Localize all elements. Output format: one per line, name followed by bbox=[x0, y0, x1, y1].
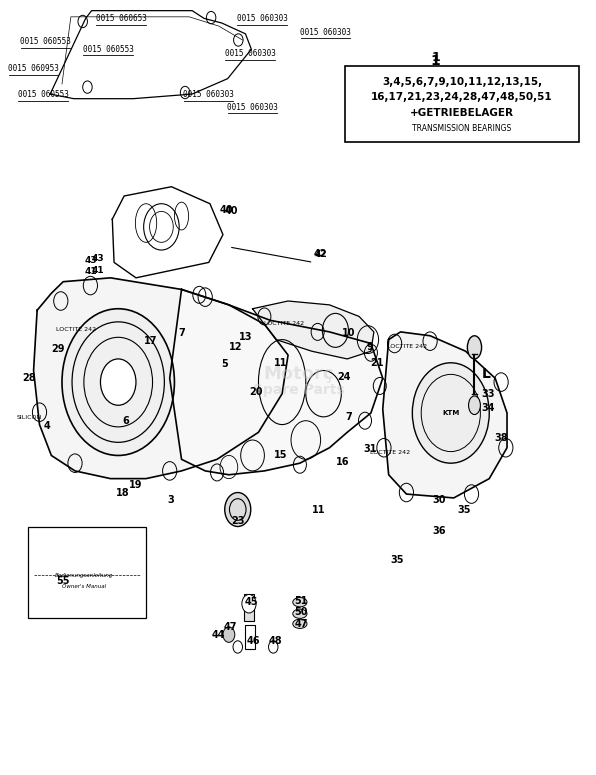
Ellipse shape bbox=[293, 619, 307, 629]
Text: L: L bbox=[482, 367, 491, 381]
Text: 40: 40 bbox=[225, 206, 238, 216]
Text: 31: 31 bbox=[363, 444, 377, 454]
Text: 0015 060553: 0015 060553 bbox=[18, 91, 69, 99]
Polygon shape bbox=[33, 278, 288, 479]
Polygon shape bbox=[383, 332, 507, 498]
Text: KTM: KTM bbox=[442, 410, 460, 416]
Text: 5: 5 bbox=[221, 360, 228, 370]
Text: 11: 11 bbox=[274, 358, 288, 368]
Bar bbox=[27, 526, 146, 618]
Text: 3: 3 bbox=[167, 495, 174, 505]
Circle shape bbox=[101, 359, 136, 405]
Text: 47: 47 bbox=[224, 622, 237, 632]
Text: 10: 10 bbox=[342, 329, 355, 339]
Text: 44: 44 bbox=[212, 629, 225, 639]
Text: 0015 060653: 0015 060653 bbox=[96, 14, 147, 23]
Text: 29: 29 bbox=[52, 344, 65, 354]
Text: 40: 40 bbox=[219, 205, 232, 215]
Bar bbox=[246, 625, 255, 649]
Text: 35: 35 bbox=[391, 555, 404, 565]
Text: Motorç: Motorç bbox=[263, 365, 334, 384]
Text: 55: 55 bbox=[57, 576, 70, 586]
Text: Spare Parts: Spare Parts bbox=[253, 383, 344, 397]
Text: 42: 42 bbox=[315, 250, 328, 259]
Text: 9: 9 bbox=[367, 343, 373, 353]
Text: 30: 30 bbox=[432, 495, 446, 505]
Text: 42: 42 bbox=[314, 249, 327, 259]
Text: 0015 060553: 0015 060553 bbox=[20, 37, 71, 46]
Text: 34: 34 bbox=[482, 402, 495, 412]
Text: LOCTITE 242: LOCTITE 242 bbox=[387, 344, 427, 349]
Polygon shape bbox=[50, 11, 252, 98]
Text: 36: 36 bbox=[432, 526, 446, 536]
Polygon shape bbox=[170, 289, 383, 475]
Text: Bedienungsanleitung: Bedienungsanleitung bbox=[55, 573, 113, 577]
Text: 11: 11 bbox=[312, 505, 325, 515]
Text: 43: 43 bbox=[85, 256, 98, 264]
Text: 19: 19 bbox=[129, 480, 142, 490]
Text: 0015 060303: 0015 060303 bbox=[227, 102, 278, 112]
Text: 46: 46 bbox=[247, 636, 260, 646]
Text: 17: 17 bbox=[144, 336, 157, 346]
Text: 16,17,21,23,24,28,47,48,50,51: 16,17,21,23,24,28,47,48,50,51 bbox=[371, 92, 553, 102]
Text: 0015 060303: 0015 060303 bbox=[237, 14, 287, 23]
Text: TRANSMISSION BEARINGS: TRANSMISSION BEARINGS bbox=[412, 123, 512, 133]
Ellipse shape bbox=[293, 598, 307, 607]
Circle shape bbox=[62, 308, 175, 456]
Text: 38: 38 bbox=[494, 433, 508, 443]
Ellipse shape bbox=[293, 609, 307, 618]
Text: 13: 13 bbox=[238, 332, 252, 343]
Text: 1: 1 bbox=[430, 53, 440, 68]
Text: 51: 51 bbox=[294, 596, 308, 605]
Text: 0015 060303: 0015 060303 bbox=[225, 50, 275, 58]
Text: 0015 060303: 0015 060303 bbox=[184, 91, 234, 99]
Text: SILICON: SILICON bbox=[17, 415, 42, 420]
Text: 33: 33 bbox=[482, 389, 495, 398]
Text: 0015 060553: 0015 060553 bbox=[83, 45, 134, 53]
Text: LOCTITE 242: LOCTITE 242 bbox=[370, 449, 410, 455]
Ellipse shape bbox=[467, 336, 482, 359]
Ellipse shape bbox=[468, 396, 480, 415]
Text: Owner's Manual: Owner's Manual bbox=[62, 584, 106, 589]
Bar bbox=[345, 66, 579, 142]
Text: 6: 6 bbox=[122, 415, 129, 425]
Text: 23: 23 bbox=[231, 516, 244, 526]
Text: 28: 28 bbox=[22, 374, 36, 383]
Text: +GETRIEBELAGER: +GETRIEBELAGER bbox=[410, 109, 514, 119]
Text: 3,4,5,6,7,9,10,11,12,13,15,: 3,4,5,6,7,9,10,11,12,13,15, bbox=[382, 77, 542, 87]
Text: 7: 7 bbox=[178, 329, 185, 339]
Text: 7: 7 bbox=[345, 412, 352, 422]
Text: 0015 060303: 0015 060303 bbox=[300, 28, 351, 36]
Text: 24: 24 bbox=[337, 372, 351, 382]
Text: LOCTITE 242: LOCTITE 242 bbox=[56, 327, 96, 332]
Text: 41: 41 bbox=[91, 266, 104, 274]
Text: 21: 21 bbox=[370, 358, 384, 368]
Text: 1: 1 bbox=[432, 51, 440, 64]
Text: 18: 18 bbox=[116, 487, 129, 498]
Text: 48: 48 bbox=[268, 636, 282, 646]
Text: 45: 45 bbox=[244, 598, 258, 607]
Text: 12: 12 bbox=[229, 343, 243, 353]
Text: 43: 43 bbox=[91, 254, 104, 263]
Text: LOCTITE 242: LOCTITE 242 bbox=[265, 321, 305, 326]
Text: 50: 50 bbox=[294, 608, 308, 617]
Bar bbox=[244, 594, 254, 622]
Text: 0015 060953: 0015 060953 bbox=[8, 64, 59, 73]
Circle shape bbox=[412, 363, 489, 463]
Circle shape bbox=[223, 627, 235, 642]
Polygon shape bbox=[112, 187, 223, 278]
Circle shape bbox=[242, 594, 256, 613]
Polygon shape bbox=[253, 301, 374, 359]
Text: 41: 41 bbox=[85, 267, 98, 276]
Text: 16: 16 bbox=[336, 456, 349, 467]
Text: 47: 47 bbox=[294, 618, 308, 629]
Text: 20: 20 bbox=[249, 388, 262, 397]
Circle shape bbox=[225, 493, 251, 526]
Text: 4: 4 bbox=[44, 421, 50, 431]
Text: 15: 15 bbox=[274, 450, 288, 460]
Text: 35: 35 bbox=[458, 505, 471, 515]
